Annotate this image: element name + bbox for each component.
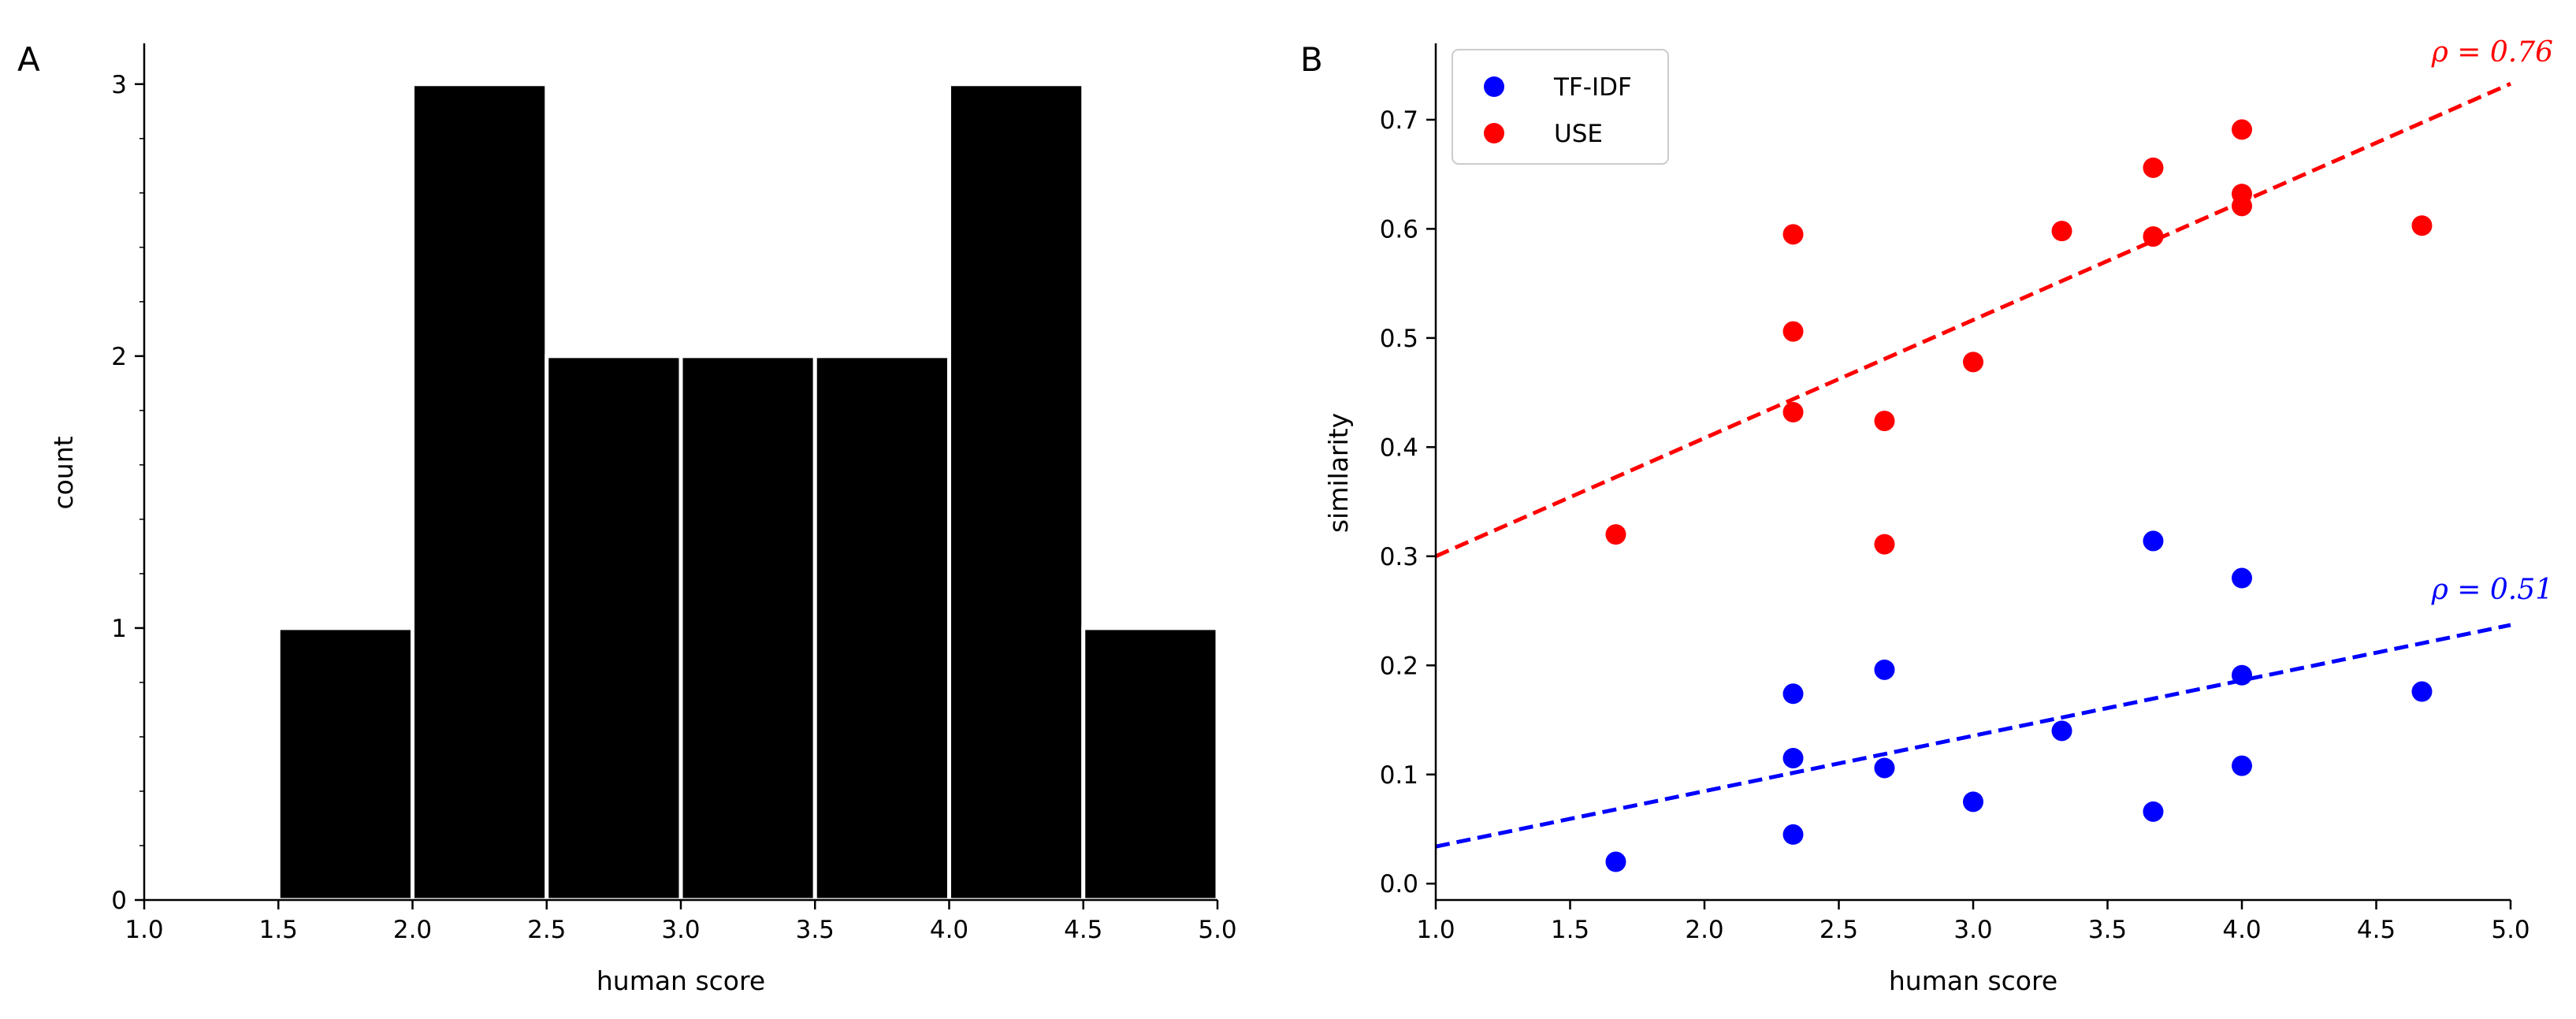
y-tick-label: 0.1 [1380, 761, 1418, 790]
panel-b-fit-lines [1434, 81, 2512, 849]
point-tfidf [2232, 755, 2252, 776]
x-tick-label: 1.0 [1416, 916, 1455, 944]
histogram-bar [812, 354, 951, 902]
x-tick-label: 3.5 [796, 916, 835, 944]
point-use [1782, 224, 1804, 245]
x-tick-label: 4.5 [1064, 916, 1102, 944]
fit-line-use [1434, 81, 2512, 559]
x-tick-label: 4.5 [2357, 916, 2396, 944]
point-use [1782, 402, 1804, 423]
x-tick-label: 4.0 [930, 916, 968, 944]
histogram-bar [545, 354, 683, 902]
legend: TF-IDF USE [1452, 49, 1669, 165]
legend-marker-use [1484, 123, 1504, 143]
panel-b-points [1605, 119, 2433, 872]
histogram-bar [411, 82, 549, 902]
panel-a: A 1.0 1.5 2.0 2.5 3.0 3.5 4.0 4.5 5.0 0 1 2 3 human… [17, 40, 1237, 996]
x-tick-label: 1.0 [125, 916, 163, 944]
fit-line-tfidf [1435, 623, 2511, 849]
legend-marker-tfidf [1484, 76, 1504, 97]
point-tfidf [1874, 659, 1895, 680]
point-tfidf [2411, 681, 2433, 702]
point-use [1782, 321, 1804, 342]
point-tfidf [2051, 720, 2072, 742]
x-tick-label: 4.0 [2222, 916, 2261, 944]
histogram-bar [1081, 626, 1220, 902]
y-tick-label: 0.6 [1380, 215, 1418, 244]
point-use [1963, 351, 1983, 373]
point-tfidf [1874, 757, 1895, 779]
x-tick-label: 2.5 [527, 916, 566, 944]
y-tick-label: 0 [111, 887, 127, 915]
x-tick-label: 2.0 [1685, 916, 1723, 944]
y-tick-label: 0.3 [1380, 543, 1418, 571]
y-tick-label: 0.0 [1380, 870, 1418, 898]
panel-a-y-ticks: 0 1 2 3 [111, 71, 144, 915]
point-tfidf [2232, 664, 2252, 686]
panel-b-y-axis-label: similarity [1323, 413, 1354, 533]
panel-b-x-axis-label: human score [1889, 965, 2057, 996]
panel-b: B 1.0 1.5 2.0 2.5 3.0 3.5 4.0 4.5 5.0 0.00.10.20… [1300, 36, 2553, 996]
x-tick-label: 3.0 [1953, 916, 1992, 944]
y-tick-label: 0.4 [1380, 433, 1418, 462]
point-tfidf [2143, 801, 2164, 822]
x-tick-label: 2.5 [1820, 916, 1858, 944]
point-use [1874, 411, 1895, 432]
panel-b-y-ticks: 0.0 0.1 0.2 0.3 0.4 0.5 0.6 0.7 [1380, 106, 1436, 898]
point-tfidf [1963, 791, 1983, 813]
point-use [2143, 226, 2164, 247]
panel-b-letter: B [1300, 40, 1323, 79]
panel-b-x-ticks: 1.0 1.5 2.0 2.5 3.0 3.5 4.0 4.5 5.0 [1416, 900, 2530, 944]
legend-frame [1452, 49, 1669, 165]
legend-label-tfidf: TF-IDF [1553, 73, 1632, 102]
point-tfidf [2143, 530, 2164, 552]
point-tfidf [2232, 567, 2252, 589]
point-use [1605, 524, 1626, 545]
y-tick-label: 0.7 [1380, 106, 1418, 135]
x-tick-label: 3.0 [661, 916, 700, 944]
point-use [2411, 215, 2433, 236]
x-tick-label: 5.0 [1198, 916, 1236, 944]
point-use [2232, 119, 2252, 140]
point-tfidf [1782, 747, 1804, 768]
point-tfidf [1782, 683, 1804, 705]
panel-a-bars [276, 82, 1220, 902]
point-use [2051, 221, 2072, 242]
x-tick-label: 3.5 [2088, 916, 2127, 944]
histogram-bar [947, 82, 1086, 902]
x-tick-label: 2.0 [393, 916, 432, 944]
rho-label-use: ρ = 0.76 [2431, 36, 2553, 69]
point-use [2143, 157, 2164, 178]
rho-label-tfidf: ρ = 0.51 [2431, 574, 2553, 606]
point-use [1874, 534, 1895, 555]
y-tick-label: 3 [111, 71, 127, 99]
histogram-bar [276, 626, 414, 902]
panel-a-letter: A [17, 40, 40, 79]
x-tick-label: 1.5 [259, 916, 298, 944]
panel-a-y-axis-label: count [48, 436, 79, 509]
x-tick-label: 1.5 [1551, 916, 1589, 944]
panel-a-x-ticks: 1.0 1.5 2.0 2.5 3.0 3.5 4.0 4.5 5.0 [125, 900, 1237, 944]
y-tick-label: 0.5 [1380, 325, 1418, 353]
point-use [2232, 184, 2252, 205]
point-tfidf [1782, 824, 1804, 845]
x-tick-label: 5.0 [2491, 916, 2530, 944]
point-tfidf [1605, 851, 1626, 872]
y-tick-label: 0.2 [1380, 652, 1418, 680]
y-tick-label: 1 [111, 615, 127, 643]
y-tick-label: 2 [111, 343, 127, 371]
legend-label-use: USE [1554, 120, 1603, 148]
histogram-bar [678, 354, 817, 902]
panel-a-x-axis-label: human score [597, 965, 765, 996]
